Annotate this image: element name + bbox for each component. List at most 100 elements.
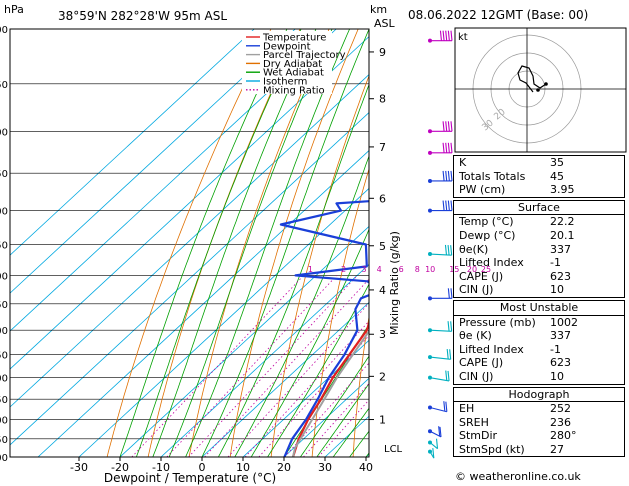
legend-label: Temperature	[262, 33, 326, 44]
wet-adiabat-line	[185, 29, 350, 457]
isotherm-line	[201, 301, 369, 457]
legend-background	[242, 31, 332, 94]
dry-adiabat-line	[229, 29, 359, 457]
dry-adiabat-line	[147, 29, 301, 457]
isotherm-line	[37, 149, 369, 457]
mixing-ratio-line	[303, 382, 369, 457]
temperature-tick-label: 40	[359, 461, 373, 474]
km-tick-label: 2	[379, 370, 386, 383]
wind-barb	[428, 370, 450, 382]
stmspd-row: StmSpd (kt) 27	[459, 442, 564, 456]
surface-theta-row: θe(K) 337	[459, 242, 571, 256]
mixing-ratio-tick-label: 2	[341, 265, 346, 274]
temperature-tick-label: 0	[199, 461, 206, 474]
diagram-grid	[10, 29, 369, 457]
diagram-axes: 3003504004505005506006507007508008509009…	[0, 25, 403, 474]
km-tick-label: 1	[379, 414, 386, 427]
mixing-ratio-line	[166, 275, 338, 457]
k-index-row: K 35	[459, 156, 564, 169]
mixing-ratio-line	[284, 362, 369, 457]
wind-barbs	[428, 30, 453, 459]
mixing-ratio-labels: 1 2 3 4 6 8 10 15 20 25	[308, 265, 491, 274]
km-tick-label: 6	[379, 192, 386, 205]
surface-li-row: Lifted Index -1	[459, 256, 561, 270]
most-unstable-section: Most Unstable Pressure (mb) 1002 θe (K) 33…	[453, 299, 625, 385]
basic-indices: K 35 Totals Totals 45 PW (cm) 3.95	[453, 155, 625, 198]
mixing-ratio-tick-label: 25	[481, 265, 491, 274]
mixing-ratio-line	[258, 335, 369, 457]
mu-li-row: Lifted Index -1	[459, 342, 561, 356]
wet-adiabat-line	[218, 83, 369, 457]
lcl-label: LCL	[384, 444, 403, 455]
asl-unit-label: ASL	[374, 17, 396, 30]
mu-cin-row: CIN (J) 10	[459, 369, 564, 383]
pressure-unit-label: hPa	[4, 3, 24, 16]
temperature-tick-label: 10	[236, 461, 250, 474]
hodograph-end-marker	[544, 82, 548, 86]
wind-barb	[428, 170, 453, 183]
pressure-tick-label: 650	[0, 300, 8, 311]
indices-panel: K 35 Totals Totals 45 PW (cm) 3.95 Surface …	[453, 155, 625, 458]
wet-adiabat-line	[168, 29, 333, 457]
temperature-tick-label: -30	[70, 461, 88, 474]
temperature-tick-label: 30	[318, 461, 332, 474]
plot-frame	[9, 28, 370, 458]
mixing-ratio-line	[204, 278, 369, 457]
pressure-tick-label: 700	[0, 326, 8, 337]
legend-label: Mixing Ratio	[263, 85, 325, 96]
sreh-row: SREH 236	[459, 415, 571, 429]
km-tick-label: 3	[379, 328, 386, 341]
eh-row: EH 252	[459, 402, 571, 416]
totals-row: Totals Totals 45	[459, 169, 564, 183]
mixing-ratio-tick-label: 6	[399, 265, 404, 274]
copyright-footer: © weatheronline.co.uk	[455, 470, 581, 483]
temperature-tick-label: -20	[111, 461, 129, 474]
km-tick-label: 4	[379, 284, 386, 297]
wet-adiabat-line	[119, 29, 288, 457]
pressure-tick-label: 300	[0, 25, 8, 36]
km-tick-label: 5	[379, 240, 386, 253]
pressure-tick-label: 600	[0, 271, 8, 282]
surface-dewp-row: Dewp (°C) 20.1	[459, 228, 575, 242]
pressure-tick-label: 900	[0, 416, 8, 427]
sounding-curves	[279, 200, 369, 457]
mixing-ratio-tick-label: 1	[308, 265, 313, 274]
wind-barb	[428, 321, 453, 333]
hodograph-title: Hodograph	[454, 388, 624, 403]
mixing-ratio-tick-label: 8	[415, 265, 420, 274]
hodograph-section: Hodograph EH 252 SREH 236 StmDir 280° StmSp…	[453, 386, 625, 458]
isotherm-line	[10, 29, 255, 256]
km-tick-label: 9	[379, 46, 386, 59]
wet-adiabat-line	[300, 355, 369, 457]
wet-adiabat-line	[152, 29, 317, 457]
dry-adiabat-line	[188, 29, 330, 457]
mixing-ratio-axis-label: Mixing Ratio (g/kg)	[388, 231, 401, 335]
mu-theta-row: θe (K) 337	[459, 329, 571, 343]
wet-adiabat-line	[250, 228, 369, 457]
surface-cape-row: CAPE (J) 623	[459, 269, 571, 283]
x-axis-label: Dewpoint / Temperature (°C)	[104, 471, 276, 485]
surface-section: Surface Temp (°C) 22.2 Dewp (°C) 20.1 θe(K…	[453, 199, 625, 298]
legend-label: Dewpoint	[263, 41, 311, 52]
mixing-ratio-line	[188, 275, 358, 457]
datetime-label: 08.06.2022 12GMT (Base: 00)	[408, 8, 589, 22]
pressure-tick-label: 450	[0, 169, 8, 180]
pw-row: PW (cm) 3.95	[459, 183, 575, 197]
wind-barb	[428, 244, 453, 257]
surface-title: Surface	[454, 201, 624, 216]
pressure-tick-label: 400	[0, 127, 8, 138]
pressure-tick-label: 800	[0, 374, 8, 385]
mixing-ratio-line	[227, 302, 369, 457]
pressure-tick-label: 1000	[0, 453, 8, 464]
mixing-ratio-tick-label: 3	[362, 265, 367, 274]
wind-barb	[428, 438, 439, 450]
mixing-ratio-tick-label: 4	[377, 265, 382, 274]
km-tick-label: 8	[379, 93, 386, 106]
pressure-tick-label: 350	[0, 80, 8, 91]
temperature-tick-label: -10	[152, 461, 170, 474]
isotherm-line	[242, 339, 369, 457]
pressure-tick-label: 550	[0, 240, 8, 251]
